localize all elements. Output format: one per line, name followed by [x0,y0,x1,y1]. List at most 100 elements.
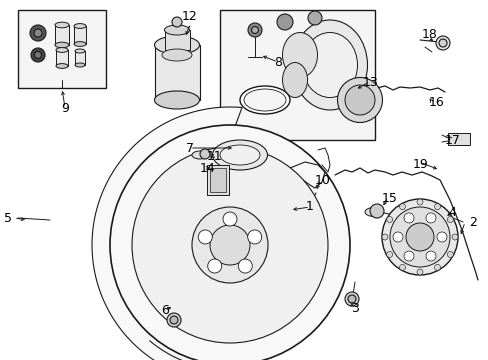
Circle shape [132,147,327,343]
Ellipse shape [345,85,374,115]
Text: 19: 19 [412,158,428,171]
Circle shape [434,204,440,210]
Circle shape [381,199,457,275]
Circle shape [416,199,422,205]
Text: 9: 9 [61,102,69,114]
Ellipse shape [75,49,85,53]
Circle shape [192,207,267,283]
Bar [164,30,190,50]
Ellipse shape [154,36,199,54]
Ellipse shape [56,64,68,68]
Circle shape [207,259,221,273]
Circle shape [392,232,402,242]
Text: 18: 18 [421,28,437,41]
Text: 17: 17 [444,134,460,147]
Circle shape [238,259,252,273]
Circle shape [435,36,449,50]
Circle shape [110,125,349,360]
Ellipse shape [132,265,163,291]
Ellipse shape [337,77,382,122]
Text: 1: 1 [305,201,313,213]
Circle shape [405,223,433,251]
Text: 3: 3 [350,302,358,315]
Bar [75,51,85,65]
Circle shape [436,232,446,242]
Circle shape [307,11,321,25]
Text: 13: 13 [363,76,378,89]
Circle shape [389,207,449,267]
Circle shape [209,225,249,265]
Ellipse shape [192,151,207,159]
Circle shape [345,292,358,306]
Ellipse shape [154,91,199,109]
Ellipse shape [220,145,260,165]
Circle shape [381,234,387,240]
Ellipse shape [282,63,307,98]
Ellipse shape [74,24,86,28]
Circle shape [369,204,383,218]
Circle shape [451,234,457,240]
Text: 4: 4 [447,206,455,219]
Circle shape [403,251,413,261]
Bar [447,133,469,145]
Bar [18,10,106,88]
Circle shape [170,316,178,324]
Circle shape [251,27,258,33]
Ellipse shape [292,20,367,110]
Circle shape [31,48,45,62]
Circle shape [434,264,440,270]
Bar [155,45,200,100]
Bar [74,26,86,44]
Bar [220,10,374,140]
Ellipse shape [55,22,69,28]
Circle shape [416,269,422,275]
Circle shape [386,252,392,257]
Circle shape [200,149,209,159]
Text: 8: 8 [273,55,282,68]
Ellipse shape [282,32,317,77]
Circle shape [172,17,182,27]
Circle shape [347,295,355,303]
Polygon shape [92,107,242,360]
Ellipse shape [364,207,382,216]
Circle shape [167,313,181,327]
Circle shape [399,264,405,270]
Text: 2: 2 [468,216,476,229]
Circle shape [198,230,212,244]
Circle shape [425,213,435,223]
Circle shape [438,39,446,47]
Circle shape [30,25,46,41]
Circle shape [35,51,41,58]
Circle shape [276,14,292,30]
Ellipse shape [164,25,189,35]
Text: 5: 5 [4,211,12,225]
Text: 16: 16 [428,96,444,109]
Ellipse shape [56,48,68,53]
Text: 15: 15 [381,192,397,204]
Bar [206,165,228,195]
Ellipse shape [75,63,85,67]
Text: 6: 6 [161,303,168,316]
Ellipse shape [74,42,86,46]
Circle shape [425,251,435,261]
Ellipse shape [240,86,289,114]
Circle shape [247,23,262,37]
Ellipse shape [244,89,285,111]
Text: 10: 10 [314,175,330,188]
Ellipse shape [162,49,192,61]
Circle shape [247,230,261,244]
Circle shape [399,204,405,210]
Text: 12: 12 [182,10,198,23]
Circle shape [447,252,452,257]
Ellipse shape [302,32,357,98]
Circle shape [386,216,392,222]
Text: 14: 14 [200,162,215,175]
Circle shape [34,29,42,37]
Circle shape [403,213,413,223]
Ellipse shape [55,42,69,48]
Ellipse shape [140,171,169,205]
Ellipse shape [212,140,267,170]
Circle shape [223,212,237,226]
Text: 11: 11 [207,150,223,163]
Circle shape [447,216,452,222]
